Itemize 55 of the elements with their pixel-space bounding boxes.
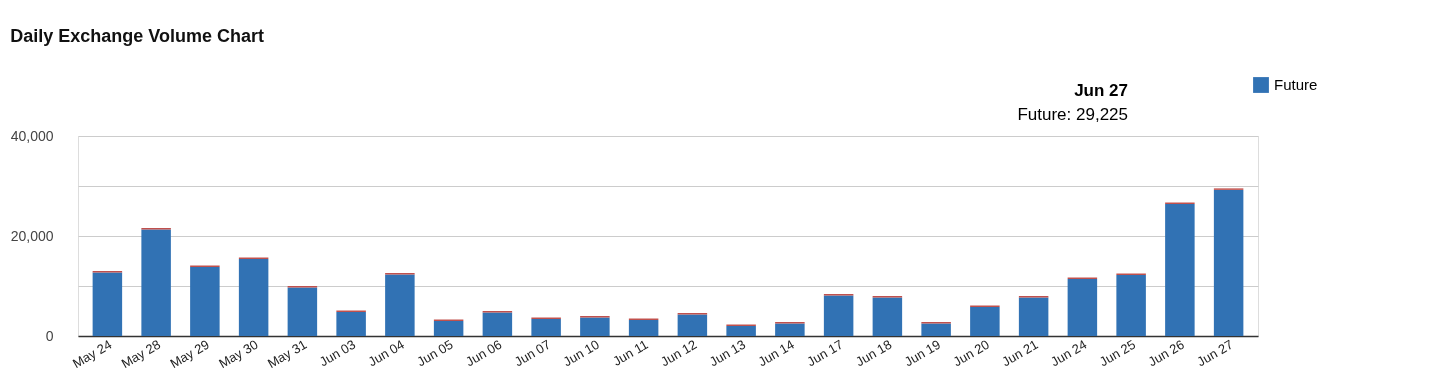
x-tick-label: Jun 18	[853, 336, 895, 370]
bar	[1067, 279, 1098, 336]
bar	[775, 323, 805, 336]
x-tick-label: Jun 27	[1194, 336, 1236, 370]
bar	[872, 297, 903, 336]
bar	[433, 321, 464, 336]
bar	[141, 229, 171, 336]
bar	[190, 267, 220, 336]
bar	[385, 274, 415, 336]
x-tick-label: Jun 21	[999, 336, 1041, 370]
bar	[482, 312, 513, 336]
legend-label: Future	[1274, 76, 1318, 93]
bar	[823, 295, 854, 336]
bar	[287, 287, 318, 336]
x-tick-label: Jun 14	[755, 336, 797, 370]
x-tick-label: Jun 26	[1145, 336, 1187, 370]
x-tick-label: May 31	[264, 336, 310, 372]
chart-title: Daily Exchange Volume Chart	[10, 26, 264, 46]
x-tick-label: Jun 13	[706, 336, 749, 370]
x-tick-label: Jun 05	[414, 336, 456, 370]
y-tick-label: 40,000	[10, 127, 54, 144]
bar	[238, 259, 269, 336]
x-tick-label: May 30	[216, 336, 261, 372]
bar	[531, 319, 561, 336]
bar	[580, 317, 610, 336]
text: Jun 27	[1074, 81, 1128, 100]
x-tick-label: Jun 10	[560, 336, 602, 370]
bar	[628, 320, 659, 336]
bar	[1116, 275, 1146, 336]
x-tick-label: Jun 25	[1096, 336, 1139, 370]
x-tick-label: Jun 04	[365, 336, 407, 370]
x-tick-label: Jun 20	[950, 336, 992, 370]
x-tick-label: Jun 06	[463, 336, 505, 370]
x-tick-label: Jun 19	[901, 336, 944, 370]
bar	[1213, 189, 1244, 336]
x-tick-label: May 28	[118, 336, 164, 372]
x-tick-label: May 24	[69, 336, 115, 372]
bar	[726, 326, 756, 336]
x-tick-label: Jun 11	[610, 336, 651, 369]
bar	[336, 312, 366, 336]
x-tick-label: Jun 12	[658, 336, 700, 370]
x-tick-label: Jun 17	[804, 336, 846, 370]
x-tick-label: Jun 03	[316, 336, 359, 370]
text: Future: 29,225	[1017, 105, 1128, 124]
y-tick-label: 20,000	[10, 227, 54, 244]
bar	[921, 323, 951, 336]
y-tick-label: 0	[45, 327, 54, 344]
bar	[1018, 297, 1049, 336]
bar	[92, 272, 123, 336]
x-tick-label: Jun 07	[511, 336, 554, 370]
bar	[677, 314, 708, 336]
x-tick-label: May 29	[167, 336, 212, 372]
bar	[1165, 204, 1195, 336]
bar	[970, 307, 1000, 336]
x-tick-label: Jun 24	[1048, 336, 1090, 370]
